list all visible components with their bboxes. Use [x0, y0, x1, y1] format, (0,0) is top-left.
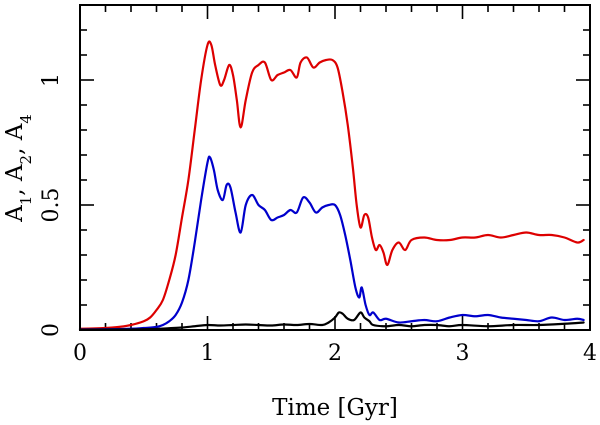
y-tick-label: 1 [39, 73, 64, 87]
series-line-3 [78, 311, 585, 331]
x-tick-label: 2 [328, 341, 342, 366]
series-layer [78, 40, 585, 331]
y-axis-label: A1, A2, A4 [2, 114, 35, 223]
y-axis-label-subscript: 2 [17, 155, 35, 165]
y-axis-label-part: A [2, 205, 28, 223]
series-line-1 [78, 40, 585, 330]
y-axis-label-subscript: 1 [17, 196, 35, 206]
y-axis-label-part: , A [2, 164, 28, 196]
y-axis-label-subscript: 4 [17, 114, 35, 124]
axis-ticks [79, 4, 591, 331]
x-tick-label: 3 [456, 341, 470, 366]
plot-frame [79, 4, 591, 331]
series-line-2 [78, 155, 585, 331]
y-axis-label-part: , A [2, 123, 28, 155]
y-tick-label: 0 [39, 323, 64, 337]
x-tick-label: 0 [73, 341, 87, 366]
x-axis-label: Time [Gyr] [272, 395, 398, 421]
y-tick-label: 0.5 [39, 188, 64, 223]
tick-labels: 0 1 2 3 4 0 0.5 1 [39, 73, 597, 366]
x-tick-label: 1 [201, 341, 215, 366]
x-tick-label: 4 [583, 341, 597, 366]
